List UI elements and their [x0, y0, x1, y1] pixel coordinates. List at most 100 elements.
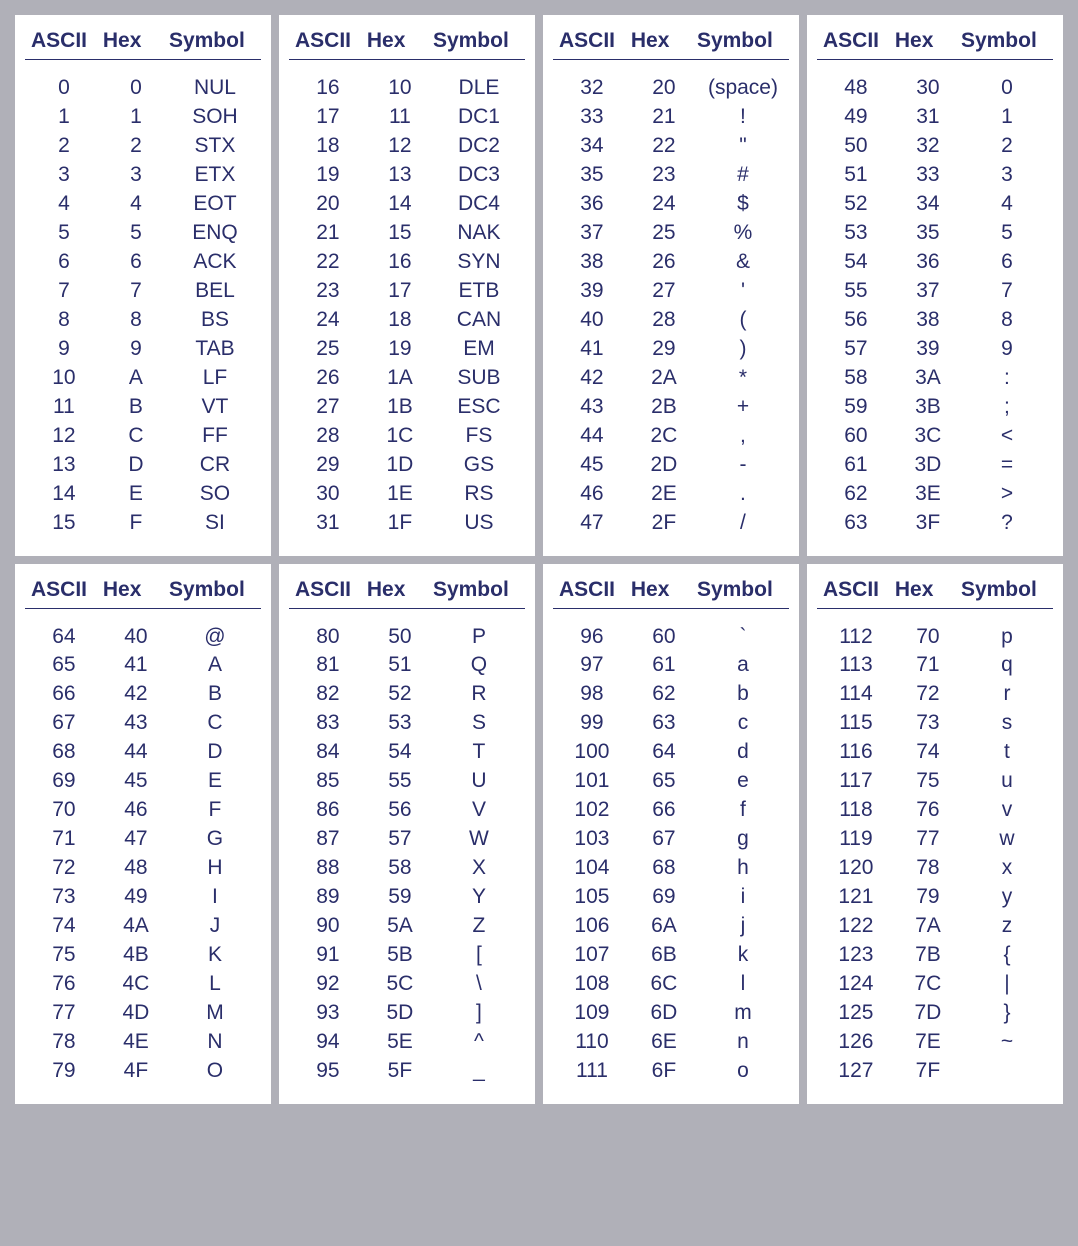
table-row: 11371q — [817, 651, 1053, 680]
table-row: 1257D} — [817, 999, 1053, 1028]
table-row: 8050P — [289, 623, 525, 652]
hex-value: 73 — [895, 709, 961, 738]
ascii-value: 121 — [817, 883, 895, 912]
symbol-value: DC3 — [433, 161, 525, 190]
table-row: 593B; — [817, 393, 1053, 422]
symbol-value: S — [433, 709, 525, 738]
table-row: 774DM — [25, 999, 261, 1028]
hex-value: 4B — [103, 941, 169, 970]
table-row: 11472r — [817, 680, 1053, 709]
table-row: 6642B — [25, 680, 261, 709]
symbol-value: / — [697, 509, 789, 538]
hex-value: 5C — [367, 970, 433, 999]
ascii-value: 116 — [817, 738, 895, 767]
column-header: Symbol — [433, 29, 525, 53]
table-row: 1116Fo — [553, 1057, 789, 1086]
symbol-value: ' — [697, 277, 789, 306]
table-row: 442C, — [553, 422, 789, 451]
column-header: Hex — [367, 29, 433, 53]
hex-value: 23 — [631, 161, 697, 190]
hex-value: 12 — [367, 132, 433, 161]
ascii-value: 12 — [25, 422, 103, 451]
symbol-value: - — [697, 451, 789, 480]
symbol-value: I — [169, 883, 261, 912]
table-row: 633F? — [817, 509, 1053, 538]
table-row: 8555U — [289, 767, 525, 796]
table-row: 22STX — [25, 132, 261, 161]
ascii-value: 120 — [817, 854, 895, 883]
ascii-value: 107 — [553, 941, 631, 970]
ascii-value: 98 — [553, 680, 631, 709]
symbol-value: 3 — [961, 161, 1053, 190]
symbol-value: L — [169, 970, 261, 999]
symbol-value: CR — [169, 451, 261, 480]
table-row: 603C< — [817, 422, 1053, 451]
hex-value: B — [103, 393, 169, 422]
hex-value: C — [103, 422, 169, 451]
table-row: 10468h — [553, 854, 789, 883]
table-row: 6844D — [25, 738, 261, 767]
hex-value: 7A — [895, 912, 961, 941]
column-header: ASCII — [817, 29, 895, 53]
ascii-value: 70 — [25, 796, 103, 825]
table-row: 51333 — [817, 161, 1053, 190]
symbol-value: 9 — [961, 335, 1053, 364]
symbol-value: 0 — [961, 74, 1053, 103]
symbol-value: * — [697, 364, 789, 393]
table-row: 53355 — [817, 219, 1053, 248]
ascii-value: 44 — [553, 422, 631, 451]
table-row: 3321! — [553, 103, 789, 132]
symbol-value: BS — [169, 306, 261, 335]
ascii-value: 96 — [553, 623, 631, 652]
ascii-value: 123 — [817, 941, 895, 970]
table-row: 77BEL — [25, 277, 261, 306]
hex-value: 31 — [895, 103, 961, 132]
ascii-value: 34 — [553, 132, 631, 161]
hex-value: 62 — [631, 680, 697, 709]
panel-header: ASCIIHexSymbol — [817, 29, 1053, 60]
hex-value: 4 — [103, 190, 169, 219]
ascii-value: 115 — [817, 709, 895, 738]
symbol-value: w — [961, 825, 1053, 854]
column-header: ASCII — [553, 578, 631, 602]
ascii-value: 53 — [817, 219, 895, 248]
table-row: 9761a — [553, 651, 789, 680]
ascii-panel: ASCIIHexSymbol8050P8151Q8252R8353S8454T8… — [278, 563, 536, 1106]
symbol-value: EOT — [169, 190, 261, 219]
table-row: 10165e — [553, 767, 789, 796]
column-header: Symbol — [961, 29, 1053, 53]
ascii-value: 10 — [25, 364, 103, 393]
hex-value: 6C — [631, 970, 697, 999]
hex-value: 64 — [631, 738, 697, 767]
ascii-value: 108 — [553, 970, 631, 999]
symbol-value: DLE — [433, 74, 525, 103]
symbol-value: FS — [433, 422, 525, 451]
hex-value: 6F — [631, 1057, 697, 1086]
column-header: Hex — [103, 29, 169, 53]
symbol-value: x — [961, 854, 1053, 883]
hex-value: 7E — [895, 1028, 961, 1057]
ascii-value: 51 — [817, 161, 895, 190]
ascii-value: 46 — [553, 480, 631, 509]
hex-value: A — [103, 364, 169, 393]
ascii-panel: ASCIIHexSymbol00NUL11SOH22STX33ETX44EOT5… — [14, 14, 272, 557]
symbol-value: . — [697, 480, 789, 509]
ascii-value: 36 — [553, 190, 631, 219]
symbol-value: c — [697, 709, 789, 738]
table-row: 9660` — [553, 623, 789, 652]
ascii-value: 85 — [289, 767, 367, 796]
hex-value: 76 — [895, 796, 961, 825]
ascii-value: 69 — [25, 767, 103, 796]
hex-value: 19 — [367, 335, 433, 364]
hex-value: 1C — [367, 422, 433, 451]
hex-value: 3D — [895, 451, 961, 480]
table-row: 311FUS — [289, 509, 525, 538]
symbol-value: NUL — [169, 74, 261, 103]
ascii-value: 56 — [817, 306, 895, 335]
hex-value: 50 — [367, 623, 433, 652]
ascii-value: 104 — [553, 854, 631, 883]
ascii-value: 25 — [289, 335, 367, 364]
ascii-value: 57 — [817, 335, 895, 364]
hex-value: 15 — [367, 219, 433, 248]
hex-value: 40 — [103, 623, 169, 652]
